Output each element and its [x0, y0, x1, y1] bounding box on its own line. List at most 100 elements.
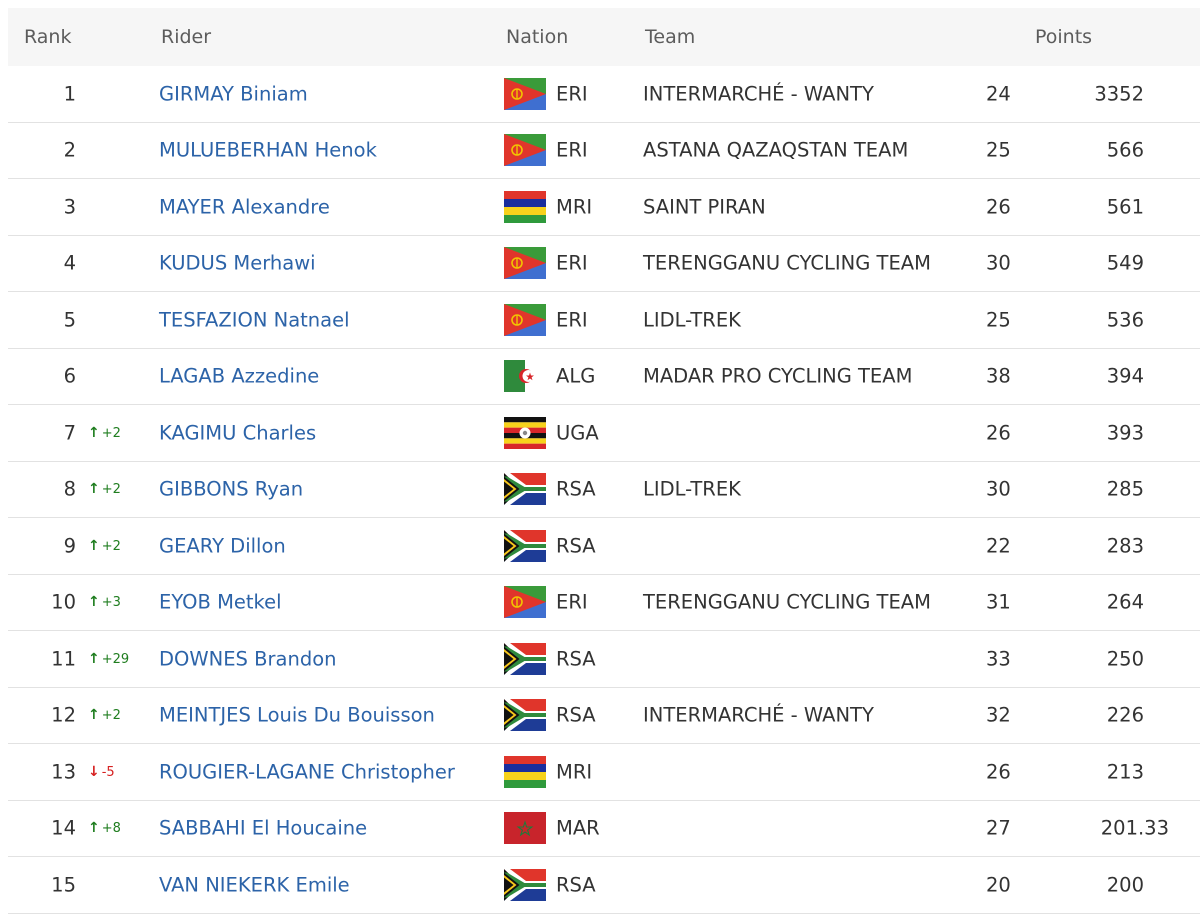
- team-name: TERENGGANU CYCLING TEAM: [643, 251, 931, 275]
- flag-mri-icon: [504, 755, 546, 788]
- age-value: 30: [986, 477, 1011, 501]
- team-name: LIDL-TREK: [643, 308, 741, 332]
- position-change: ↑ +2: [88, 707, 121, 723]
- rank-header[interactable]: Rank: [24, 26, 72, 48]
- team-name: MADAR PRO CYCLING TEAM: [643, 364, 913, 388]
- points-value: 283: [1106, 534, 1144, 558]
- position-change: ↑ +29: [88, 651, 129, 667]
- table-row: 8 ↑ +2 GIBBONS Ryan RSA LIDL-TREK 30 285: [8, 462, 1200, 518]
- table-row: 6 LAGAB Azzedine ALG MADAR PRO CYCLING TEAM…: [8, 349, 1200, 405]
- points-value: 201.33: [1100, 816, 1169, 840]
- arrow-down-icon: ↓: [88, 763, 100, 780]
- position-change: ↑ +2: [88, 481, 121, 497]
- rank-value: 11: [51, 647, 76, 671]
- rider-link[interactable]: GIBBONS Ryan: [159, 477, 304, 501]
- rider-link[interactable]: MAYER Alexandre: [159, 195, 330, 219]
- nation-code: ERI: [556, 138, 588, 162]
- arrow-up-icon: ↑: [88, 594, 100, 611]
- nation-code: MRI: [556, 760, 593, 784]
- table-row: 13 ↓ -5 ROUGIER-LAGANE Christopher MRI 26 213: [8, 744, 1200, 801]
- age-value: 27: [986, 816, 1011, 840]
- position-change-value: +2: [101, 708, 121, 724]
- age-value: 26: [986, 421, 1011, 445]
- points-value: 549: [1106, 251, 1144, 275]
- rider-link[interactable]: LAGAB Azzedine: [159, 364, 320, 388]
- flag-eri-icon: [504, 303, 546, 336]
- rider-link[interactable]: TESFAZION Natnael: [159, 308, 350, 332]
- flag-rsa-icon: [504, 642, 546, 675]
- rank-value: 5: [63, 308, 76, 332]
- rank-value: 1: [63, 82, 76, 106]
- nation-code: ERI: [556, 251, 588, 275]
- flag-rsa-icon: [504, 699, 546, 732]
- rider-link[interactable]: KAGIMU Charles: [159, 421, 317, 445]
- table-row: 12 ↑ +2 MEINTJES Louis Du Bouisson RSA INTERM…: [8, 688, 1200, 744]
- table-row: 11 ↑ +29 DOWNES Brandon RSA 33 250: [8, 631, 1200, 688]
- team-name: SAINT PIRAN: [643, 195, 766, 219]
- position-change: ↑ +3: [88, 594, 121, 610]
- points-value: 213: [1106, 760, 1144, 784]
- flag-mri-icon: [504, 190, 546, 223]
- age-value: 26: [986, 195, 1011, 219]
- table-row: 7 ↑ +2 KAGIMU Charles UGA 26 393: [8, 405, 1200, 462]
- points-value: 536: [1106, 308, 1144, 332]
- arrow-up-icon: ↑: [88, 481, 100, 498]
- rank-value: 7: [63, 421, 76, 445]
- points-value: 566: [1106, 138, 1144, 162]
- rank-value: 3: [63, 195, 76, 219]
- arrow-up-icon: ↑: [88, 650, 100, 667]
- rider-link[interactable]: MEINTJES Louis Du Bouisson: [159, 703, 435, 727]
- position-change: ↑ +2: [88, 425, 121, 441]
- age-value: 26: [986, 760, 1011, 784]
- arrow-up-icon: ↑: [88, 424, 100, 441]
- rider-link[interactable]: ROUGIER-LAGANE Christopher: [159, 760, 455, 784]
- table-row: 1 GIRMAY Biniam ERI INTERMARCHÉ - WANTY 24 33…: [8, 66, 1200, 123]
- rank-value: 10: [51, 590, 76, 614]
- points-value: 250: [1106, 647, 1144, 671]
- rider-header[interactable]: Rider: [161, 26, 212, 48]
- rider-link[interactable]: EYOB Metkel: [159, 590, 282, 614]
- rider-link[interactable]: DOWNES Brandon: [159, 647, 337, 671]
- table-row: 9 ↑ +2 GEARY Dillon RSA 22 283: [8, 518, 1200, 575]
- position-change: ↑ +8: [88, 820, 121, 836]
- flag-eri-icon: [504, 586, 546, 619]
- rank-value: 13: [51, 760, 76, 784]
- nation-code: RSA: [556, 534, 596, 558]
- rider-link[interactable]: KUDUS Merhawi: [159, 251, 316, 275]
- rank-value: 14: [51, 816, 76, 840]
- table-row: 14 ↑ +8 SABBAHI El Houcaine MAR 27 201.33: [8, 801, 1200, 857]
- flag-eri-icon: [504, 77, 546, 110]
- flag-uga-icon: [504, 416, 546, 449]
- flag-rsa-icon: [504, 529, 546, 562]
- nation-code: RSA: [556, 873, 596, 897]
- flag-alg-icon: [504, 360, 546, 393]
- table-row: 5 TESFAZION Natnael ERI LIDL-TREK 25 536: [8, 292, 1200, 349]
- nation-header[interactable]: Nation: [506, 26, 569, 48]
- age-value: 31: [986, 590, 1011, 614]
- table-row: 15 VAN NIEKERK Emile RSA 20 200: [8, 857, 1200, 914]
- points-value: 394: [1106, 364, 1144, 388]
- flag-mar-icon: [504, 812, 546, 845]
- age-value: 30: [986, 251, 1011, 275]
- table-row: 3 MAYER Alexandre MRI SAINT PIRAN 26 561: [8, 179, 1200, 236]
- position-change-value: +3: [101, 595, 121, 611]
- age-value: 33: [986, 647, 1011, 671]
- age-value: 25: [986, 138, 1011, 162]
- arrow-up-icon: ↑: [88, 537, 100, 554]
- flag-eri-icon: [504, 134, 546, 167]
- arrow-up-icon: ↑: [88, 707, 100, 724]
- rider-link[interactable]: MULUEBERHAN Henok: [159, 138, 377, 162]
- rider-link[interactable]: VAN NIEKERK Emile: [159, 873, 350, 897]
- team-header[interactable]: Team: [645, 26, 696, 48]
- rider-link[interactable]: SABBAHI El Houcaine: [159, 816, 368, 840]
- table-body: 1 GIRMAY Biniam ERI INTERMARCHÉ - WANTY 24 33…: [8, 66, 1200, 914]
- age-value: 24: [986, 82, 1011, 106]
- position-change-value: +2: [101, 425, 121, 441]
- rider-link[interactable]: GEARY Dillon: [159, 534, 286, 558]
- rider-link[interactable]: GIRMAY Biniam: [159, 82, 308, 106]
- points-value: 200: [1106, 873, 1144, 897]
- age-value: 25: [986, 308, 1011, 332]
- points-header[interactable]: Points: [1035, 26, 1093, 48]
- rank-value: 12: [51, 703, 76, 727]
- nation-code: RSA: [556, 703, 596, 727]
